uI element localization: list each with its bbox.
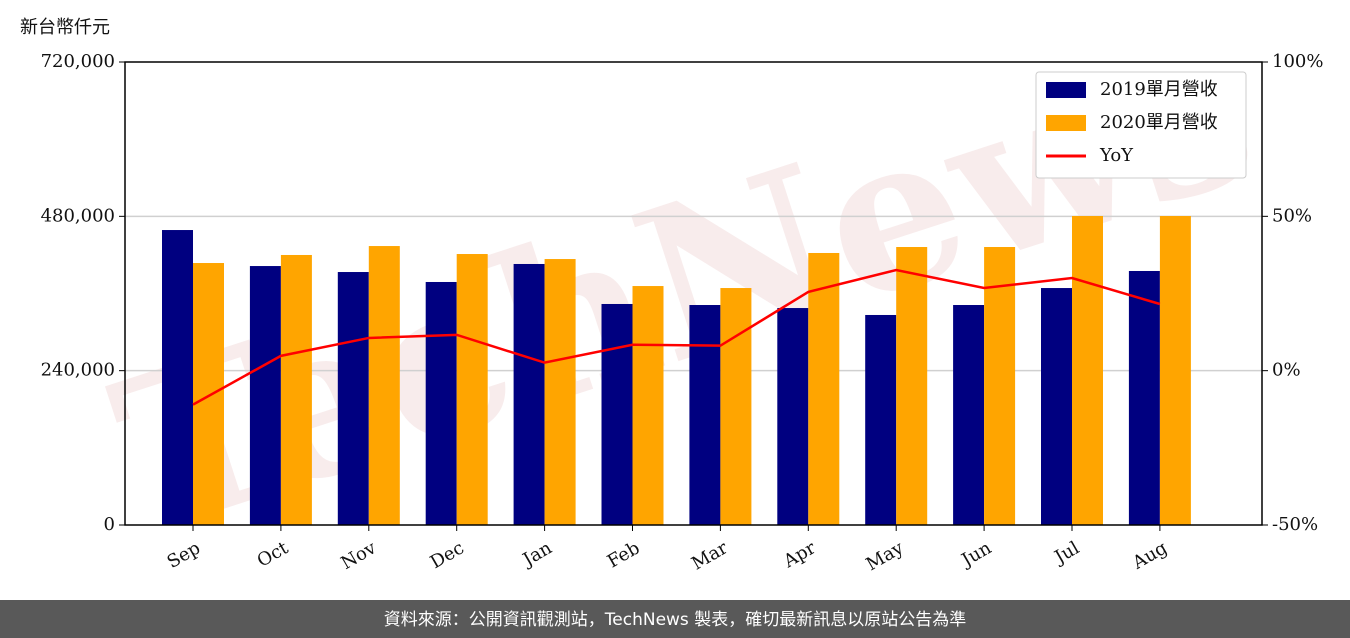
bar (601, 303, 633, 525)
y2-tick-label: 0% (1272, 360, 1301, 381)
y-tick-label: 0 (104, 514, 115, 535)
bar (953, 305, 985, 525)
footer-text: 資料來源：公開資訊觀測站，TechNews 製表，確切最新訊息以原站公告為準 (384, 610, 966, 630)
bar (249, 266, 281, 525)
x-tick-label: Nov (337, 537, 380, 574)
bar (720, 288, 752, 525)
bar (808, 252, 840, 526)
x-tick-label: Dec (427, 537, 468, 573)
y2-tick-label: -50% (1272, 514, 1318, 535)
legend-swatch (1046, 82, 1086, 98)
y-tick-label: 720,000 (41, 51, 115, 72)
yoy-line (192, 268, 1161, 406)
x-tick-label: Jul (1049, 537, 1083, 569)
x-tick-label: Aug (1128, 537, 1171, 574)
bar (984, 247, 1016, 525)
bar (544, 259, 576, 525)
bar (425, 281, 457, 525)
bar (865, 314, 897, 525)
x-tick-label: Jun (957, 537, 996, 572)
bar (1072, 216, 1103, 525)
bar (777, 308, 809, 525)
bar (193, 263, 224, 525)
x-tick-label: Feb (604, 537, 644, 572)
bar (513, 263, 545, 525)
bar (337, 272, 369, 525)
bar (280, 254, 312, 526)
bar (689, 305, 721, 525)
bar (368, 246, 400, 526)
y-axis-label: 新台幣仟元 (20, 17, 110, 38)
bar (632, 286, 664, 525)
y2-tick-label: 100% (1272, 51, 1323, 72)
bar (1159, 216, 1191, 525)
bar (162, 230, 193, 526)
legend-box (1035, 71, 1247, 179)
legend-swatch (1046, 115, 1086, 131)
y-tick-label: 240,000 (41, 360, 115, 381)
x-tick-label: Jan (518, 537, 556, 571)
bar (896, 247, 928, 525)
bar (456, 254, 488, 525)
legend-label: 2020單月營收 (1100, 112, 1218, 133)
plot-frame (124, 61, 1263, 526)
bar (1128, 270, 1160, 525)
y2-tick-label: 50% (1272, 205, 1312, 226)
bar (1041, 288, 1072, 525)
footer-bar (0, 600, 1350, 638)
x-tick-label: May (863, 537, 908, 575)
legend-label: 2019單月營收 (1100, 79, 1218, 100)
x-tick-label: Mar (688, 537, 732, 574)
legend-label: YoY (1099, 145, 1134, 166)
x-tick-label: Apr (779, 537, 819, 572)
y-tick-label: 480,000 (41, 205, 115, 226)
